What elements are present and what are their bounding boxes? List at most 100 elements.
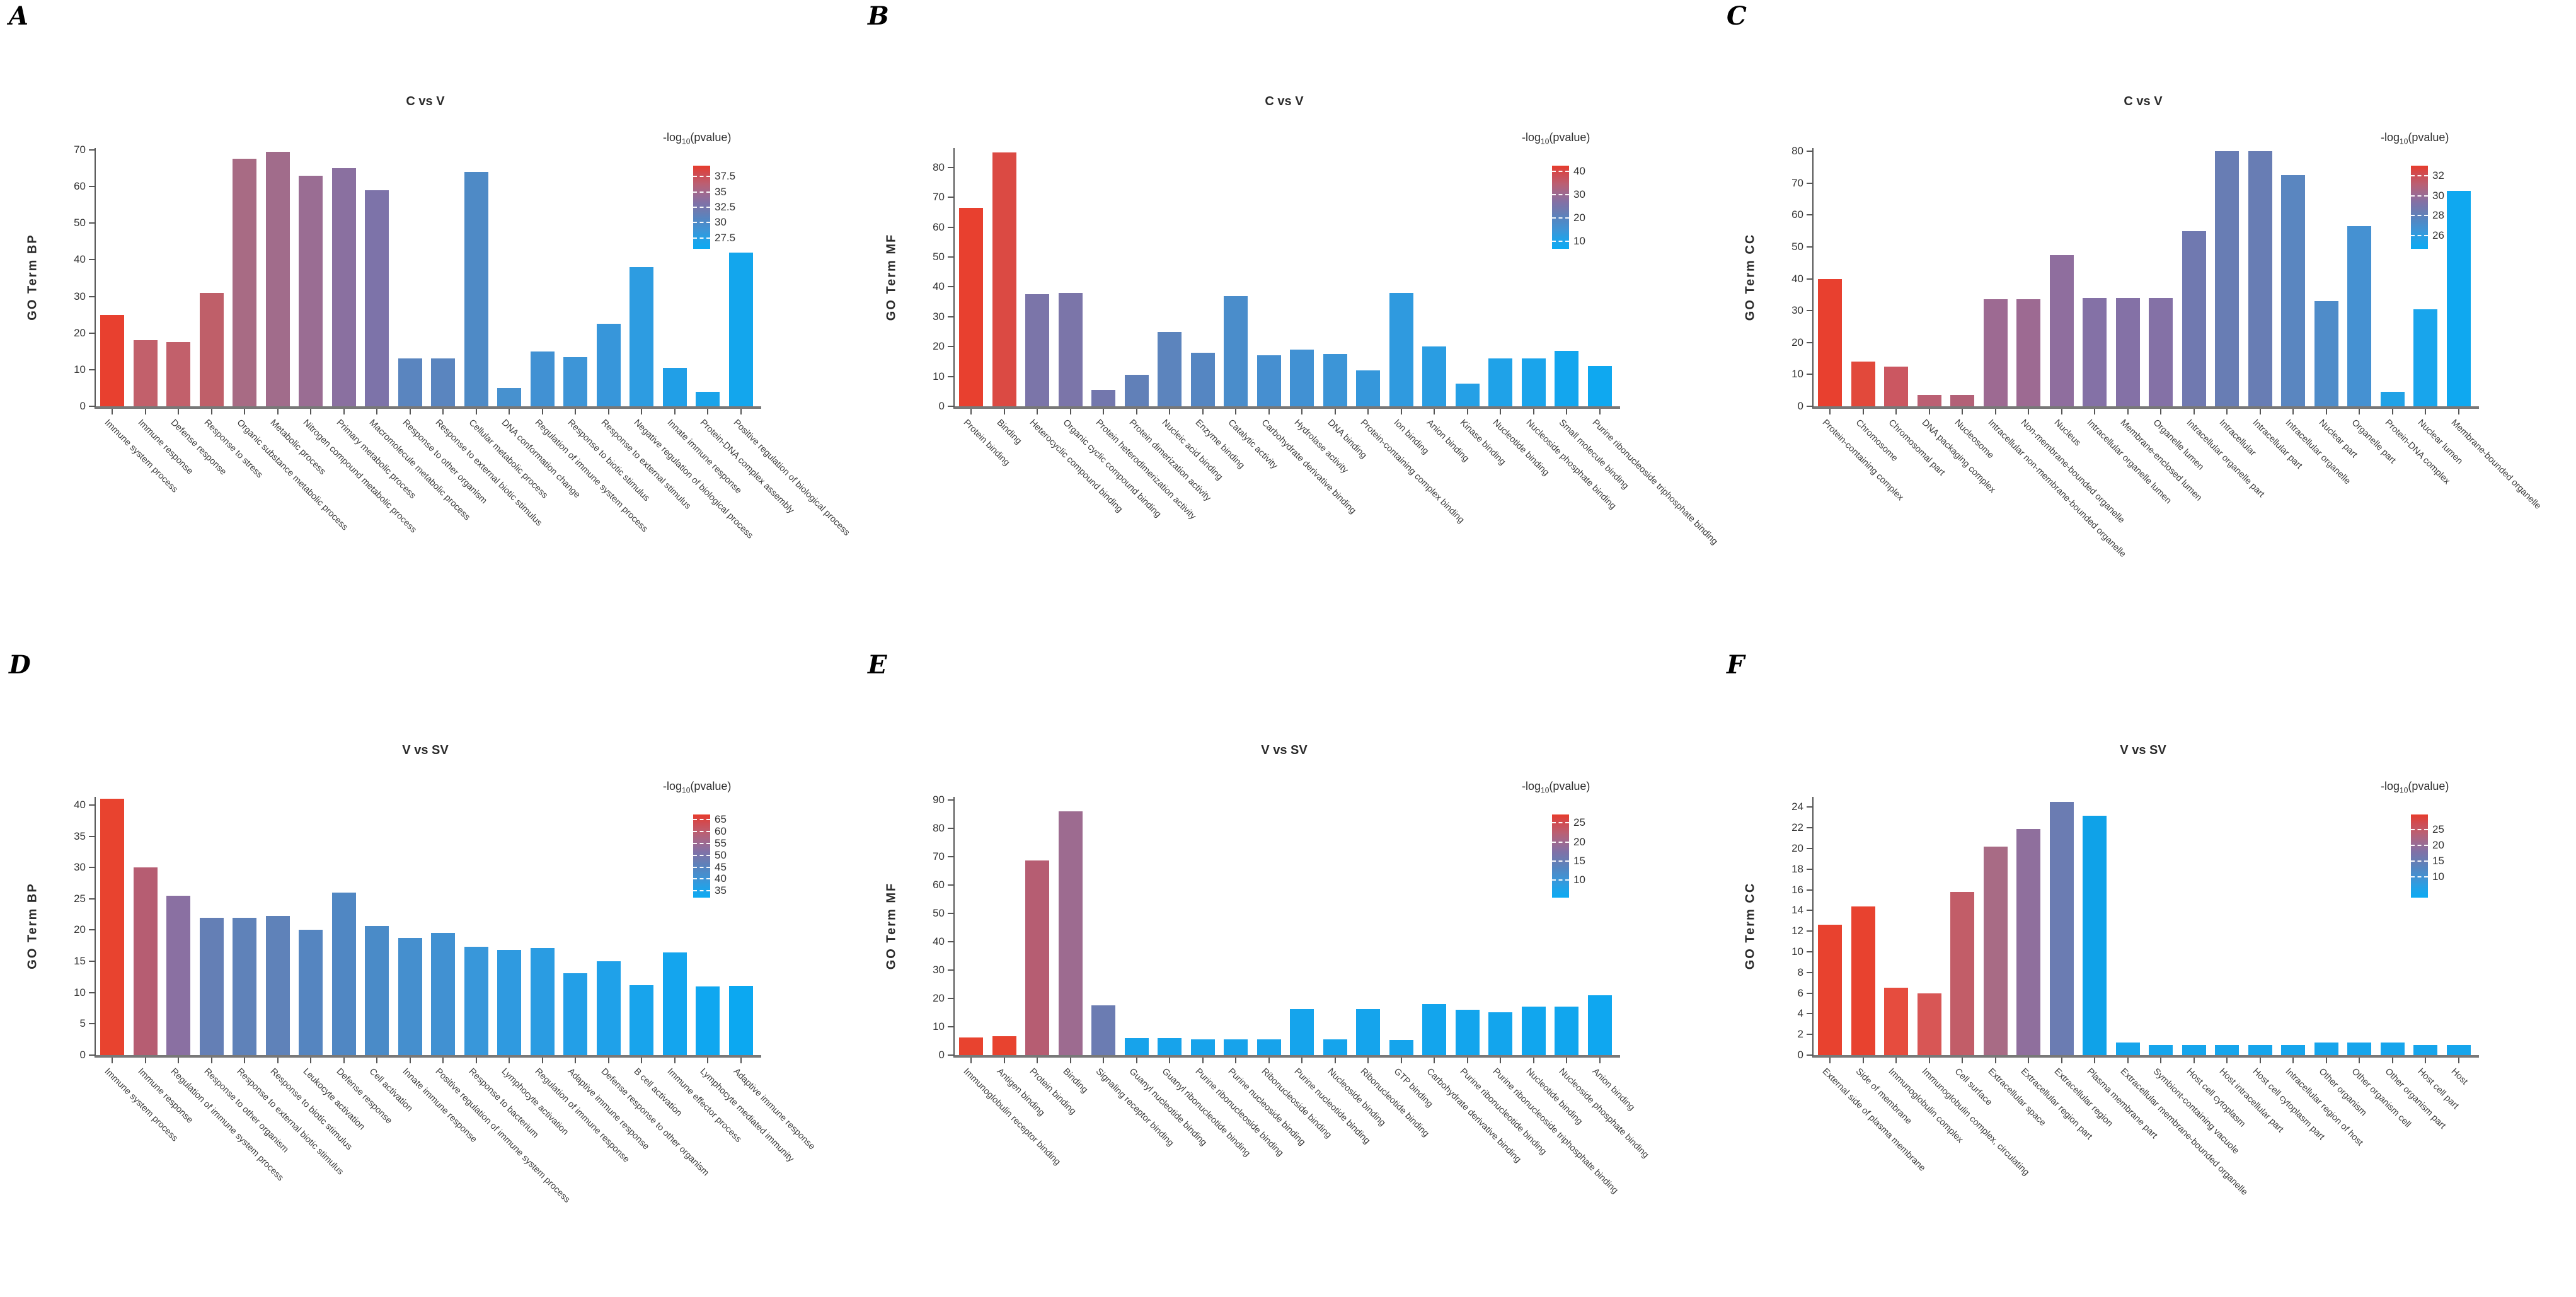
bar bbox=[1818, 278, 1843, 406]
legend-tick-label: 25 bbox=[2432, 823, 2444, 835]
legend-gradient-bar bbox=[1552, 166, 1569, 249]
y-axis-tick bbox=[1807, 182, 1812, 184]
legend-tick-dash bbox=[693, 222, 710, 224]
y-axis-tick bbox=[948, 286, 953, 288]
x-axis-tick bbox=[2325, 1058, 2327, 1063]
y-axis-tick bbox=[1807, 992, 1812, 994]
bar bbox=[1917, 993, 1941, 1055]
legend-tick-dash bbox=[2411, 828, 2428, 830]
y-tick-label: 16 bbox=[1791, 883, 1803, 896]
x-axis-tick bbox=[2226, 409, 2228, 414]
x-axis-tick bbox=[2160, 1058, 2162, 1063]
legend-title: -log10(pvalue) bbox=[663, 780, 732, 795]
bar bbox=[166, 895, 191, 1055]
chart-title: C vs V bbox=[406, 94, 445, 108]
panel-letter: D bbox=[9, 650, 31, 680]
x-axis-tick bbox=[607, 1058, 609, 1063]
y-tick-label: 0 bbox=[1797, 400, 1803, 412]
y-tick-label: 70 bbox=[74, 143, 86, 156]
y-axis-tick bbox=[89, 149, 95, 151]
legend-tick-dash bbox=[693, 854, 710, 856]
bar bbox=[2380, 392, 2405, 406]
y-axis-tick bbox=[1807, 278, 1812, 280]
y-tick-label: 40 bbox=[933, 280, 945, 293]
y-tick-label: 80 bbox=[933, 161, 945, 173]
bar bbox=[2083, 297, 2107, 406]
y-axis-tick bbox=[948, 226, 953, 228]
y-tick-label: 10 bbox=[74, 986, 86, 998]
plot-area: 0 5 10 15 20 25 30 35 40 Immune system process Imm… bbox=[74, 797, 817, 1205]
bar bbox=[1323, 1039, 1347, 1055]
bar bbox=[2314, 300, 2338, 406]
legend-tick-dash bbox=[2411, 174, 2428, 176]
x-tick-label: Negative regulation of biological proces… bbox=[631, 418, 756, 541]
legend-tick-label: 50 bbox=[715, 848, 727, 861]
y-axis-label: GO Term BP bbox=[25, 234, 40, 321]
legend-tick-label: 10 bbox=[1573, 235, 1585, 248]
legend-tick-dash bbox=[693, 818, 710, 820]
x-axis-tick bbox=[178, 409, 180, 414]
legend-tick-label: 40 bbox=[1573, 165, 1585, 178]
y-axis-tick bbox=[1807, 827, 1812, 829]
x-axis-tick bbox=[2127, 1058, 2129, 1063]
bar bbox=[1555, 351, 1579, 406]
bar bbox=[2446, 1044, 2471, 1055]
y-axis-tick bbox=[1807, 951, 1812, 952]
bar bbox=[1091, 1005, 1116, 1055]
bar bbox=[530, 948, 555, 1055]
y-axis-tick bbox=[948, 256, 953, 258]
x-axis-tick bbox=[1334, 409, 1336, 414]
legend-tick-dash bbox=[693, 878, 710, 880]
bar bbox=[630, 985, 654, 1055]
x-axis-tick bbox=[409, 1058, 411, 1063]
bar bbox=[992, 152, 1016, 406]
y-axis-tick bbox=[1807, 1054, 1812, 1056]
legend-title: -log10(pvalue) bbox=[2381, 131, 2449, 146]
x-tick-label: Immune response bbox=[135, 418, 195, 477]
legend-tick-dash bbox=[1552, 860, 1569, 862]
y-tick-label: 18 bbox=[1791, 862, 1803, 875]
x-axis-tick bbox=[740, 1058, 742, 1063]
x-tick-label: Intracellular organelle bbox=[2283, 418, 2353, 487]
bar bbox=[1356, 1009, 1381, 1055]
bar bbox=[1323, 354, 1347, 406]
legend-tick-label: 30 bbox=[715, 216, 727, 229]
bar bbox=[265, 915, 290, 1055]
legend-gradient-bar bbox=[2411, 166, 2428, 249]
x-tick-label: Immune response bbox=[135, 1066, 195, 1126]
x-tick-label: Side of membrane bbox=[1853, 1066, 1914, 1127]
x-tick-label: Defense response bbox=[168, 418, 229, 477]
x-axis-tick bbox=[2094, 1058, 2096, 1063]
legend-tick-label: 35 bbox=[715, 185, 727, 198]
x-axis-tick bbox=[2425, 1058, 2427, 1063]
bar bbox=[2281, 175, 2306, 406]
x-axis-tick bbox=[2028, 409, 2030, 414]
bar bbox=[1224, 295, 1248, 406]
legend-tick-label: 15 bbox=[1573, 854, 1585, 867]
y-tick-label: 70 bbox=[933, 850, 945, 862]
legend-tick-label: 20 bbox=[1573, 212, 1585, 224]
y-tick-label: 30 bbox=[933, 963, 945, 976]
bar bbox=[1488, 358, 1513, 406]
legend-tick-label: 28 bbox=[2432, 209, 2444, 222]
y-tick-label: 20 bbox=[74, 326, 86, 339]
bar bbox=[331, 892, 356, 1055]
x-axis-tick bbox=[2292, 1058, 2294, 1063]
x-axis-tick bbox=[674, 1058, 676, 1063]
legend-tick-dash bbox=[1552, 194, 1569, 196]
x-axis-tick bbox=[1599, 1058, 1601, 1063]
x-axis-tick bbox=[1003, 1058, 1005, 1063]
bar bbox=[728, 252, 753, 406]
x-axis-tick bbox=[442, 1058, 444, 1063]
x-axis-tick bbox=[475, 1058, 477, 1063]
y-axis-tick bbox=[948, 969, 953, 971]
bar bbox=[133, 867, 158, 1055]
x-axis-tick bbox=[1962, 409, 1964, 414]
x-axis-tick bbox=[1532, 1058, 1534, 1063]
legend-gradient-bar bbox=[1552, 814, 1569, 898]
plot-area: 0 10 20 30 40 50 60 70 80 90 Immunoglobulin recept… bbox=[933, 794, 1651, 1196]
y-tick-label: 50 bbox=[933, 251, 945, 263]
bar bbox=[2413, 309, 2438, 406]
